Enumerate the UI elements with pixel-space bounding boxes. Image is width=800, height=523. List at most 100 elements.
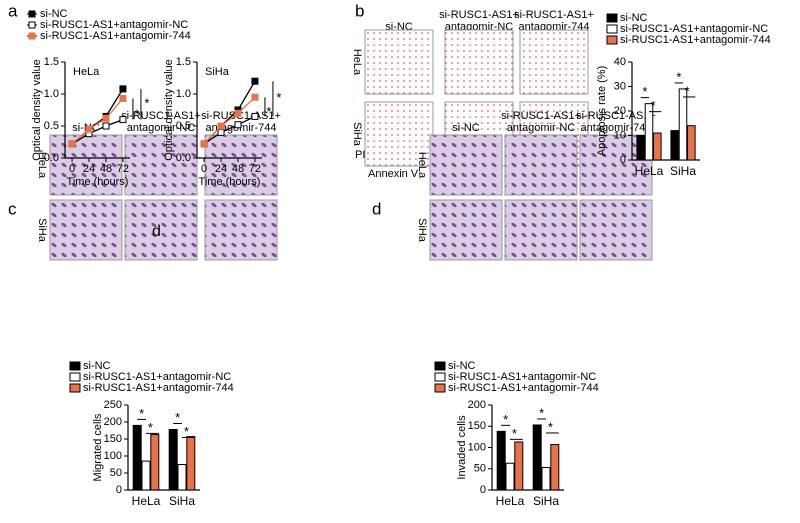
row-label: SiHa bbox=[416, 218, 428, 243]
annotation: * bbox=[175, 410, 180, 425]
y-axis-label: Apoptosis rate (%) bbox=[596, 66, 608, 156]
series-line bbox=[203, 96, 256, 145]
annotation: * bbox=[148, 420, 153, 435]
legend-swatch bbox=[69, 383, 81, 393]
image bbox=[49, 199, 123, 261]
image bbox=[429, 134, 503, 196]
x-tick-label: 48 bbox=[232, 163, 244, 175]
image bbox=[444, 29, 514, 95]
y-tick-label: 0 bbox=[116, 484, 122, 496]
bar bbox=[653, 132, 662, 161]
legend-label: si-RUSC1-AS1+antagomir-744 bbox=[83, 382, 234, 394]
legend-swatch bbox=[28, 21, 36, 29]
x-tick-label: SiHa bbox=[670, 164, 696, 178]
y-axis-label: Optical density value bbox=[31, 59, 43, 161]
series-line bbox=[71, 118, 124, 145]
bar bbox=[132, 424, 142, 491]
y-tick-label: 1.0 bbox=[44, 88, 59, 100]
annotation: * bbox=[184, 424, 189, 439]
annotation: * bbox=[685, 83, 690, 98]
column-header: si-RUSC1-AS1+ bbox=[576, 110, 656, 122]
y-tick-label: 0.5 bbox=[176, 120, 191, 132]
annotation: * bbox=[539, 405, 544, 420]
y-axis-label: Migrated cells bbox=[92, 413, 104, 481]
column-header: antagomir-744 bbox=[581, 122, 652, 134]
y-tick-label: 1.5 bbox=[176, 56, 191, 68]
annotation: * bbox=[134, 106, 139, 121]
bar bbox=[150, 434, 160, 491]
legend-swatch bbox=[28, 32, 36, 40]
annotation: * bbox=[276, 90, 281, 105]
y-tick-label: 0 bbox=[480, 484, 486, 496]
annotation: * bbox=[266, 104, 271, 119]
y-tick-label: 150 bbox=[468, 420, 486, 432]
y-tick-label: 150 bbox=[104, 433, 122, 445]
image bbox=[504, 134, 578, 196]
point bbox=[119, 85, 127, 93]
y-tick-label: 20 bbox=[614, 105, 626, 117]
chart-title: HeLa bbox=[73, 66, 100, 78]
series-line bbox=[203, 115, 256, 145]
legend-label: si-NC bbox=[620, 12, 648, 24]
panel-letter: a bbox=[8, 1, 18, 20]
y-axis-label: Optical density value bbox=[163, 59, 175, 161]
bar bbox=[505, 462, 515, 491]
annotation: * bbox=[512, 426, 517, 441]
y-axis-label: Invaded cells bbox=[456, 415, 468, 480]
y-tick-label: 250 bbox=[104, 399, 122, 411]
y-tick-label: 0.0 bbox=[176, 152, 191, 164]
annotation: * bbox=[651, 98, 656, 113]
point bbox=[217, 128, 225, 136]
y-tick-label: 200 bbox=[468, 399, 486, 411]
panel-letter: c bbox=[8, 199, 17, 218]
row-label: SiHa bbox=[36, 218, 48, 243]
point bbox=[234, 109, 242, 117]
x-tick-label: HeLa bbox=[132, 494, 161, 508]
legend-label: si-RUSC1-AS1+antagomir-NC bbox=[448, 371, 596, 383]
x-tick-label: HeLa bbox=[496, 494, 525, 508]
x-axis-label: Time (hours) bbox=[67, 176, 129, 188]
panel-letter: b bbox=[355, 1, 364, 20]
point bbox=[251, 93, 259, 101]
x-axis-label: Time (hours) bbox=[199, 176, 261, 188]
legend-label: si-NC bbox=[83, 360, 111, 372]
point bbox=[102, 122, 110, 130]
point bbox=[217, 122, 225, 130]
image bbox=[204, 134, 278, 196]
bar bbox=[168, 428, 178, 491]
bar bbox=[541, 466, 551, 491]
point bbox=[200, 140, 208, 148]
image bbox=[204, 199, 278, 261]
y-tick-label: 0.5 bbox=[44, 120, 59, 132]
y-tick-label: 100 bbox=[468, 441, 486, 453]
bar bbox=[186, 436, 196, 491]
bar bbox=[636, 135, 645, 161]
image bbox=[124, 134, 198, 196]
legend-label: si-RUSC1-AS1+antagomir-NC bbox=[40, 19, 188, 31]
point bbox=[251, 77, 259, 85]
legend-swatch bbox=[28, 10, 36, 18]
x-tick-label: 72 bbox=[117, 163, 129, 175]
bar bbox=[177, 464, 187, 491]
image bbox=[504, 199, 578, 261]
legend-label: si-RUSC1-AS1+antagomir-744 bbox=[40, 30, 191, 42]
row-label: SiHa bbox=[351, 122, 363, 147]
x-tick-label: SiHa bbox=[533, 494, 559, 508]
y-tick-label: 1.5 bbox=[44, 56, 59, 68]
y-tick-label: 1.0 bbox=[176, 88, 191, 100]
bar bbox=[532, 424, 542, 491]
axis-label: PI bbox=[355, 149, 365, 161]
y-tick-label: 200 bbox=[104, 416, 122, 428]
image bbox=[364, 29, 434, 95]
row-label: HeLa bbox=[416, 152, 428, 179]
y-tick-label: 50 bbox=[110, 467, 122, 479]
column-header: si-RUSC1-AS1+ bbox=[514, 9, 594, 21]
legend-label: si-RUSC1-AS1+antagomir-744 bbox=[448, 382, 599, 394]
legend-swatch bbox=[434, 372, 446, 382]
legend-label: si-RUSC1-AS1+antagomir-744 bbox=[620, 34, 771, 46]
x-tick-label: 0 bbox=[201, 163, 207, 175]
bar bbox=[550, 444, 560, 491]
bar bbox=[496, 430, 506, 491]
image bbox=[364, 101, 434, 167]
column-header: antagomir-NC bbox=[507, 122, 576, 134]
